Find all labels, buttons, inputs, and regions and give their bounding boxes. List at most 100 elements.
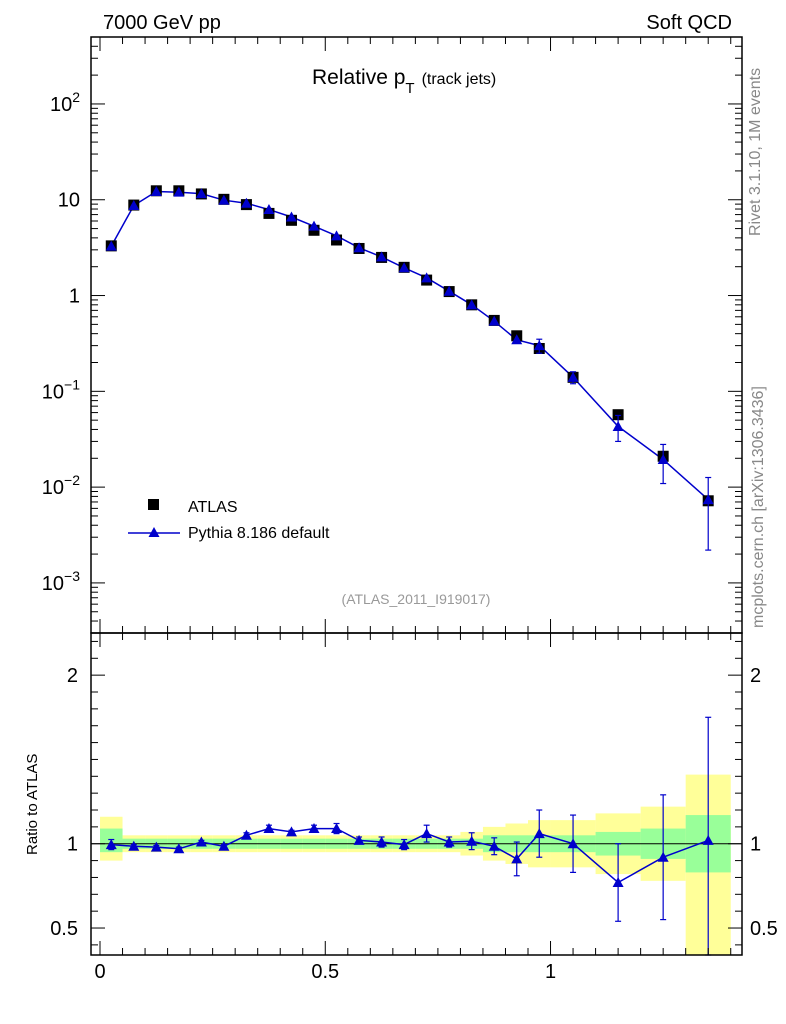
main-y-tick-label: 1 bbox=[69, 286, 80, 308]
legend: ATLAS Pythia 8.186 default bbox=[128, 499, 330, 542]
pythia-point bbox=[173, 186, 185, 197]
ratio-point bbox=[353, 834, 365, 845]
ratio-point bbox=[376, 836, 388, 847]
ratio-x-tick-label: 1 bbox=[545, 961, 556, 983]
pythia-point bbox=[488, 315, 500, 326]
main-plot-area bbox=[105, 185, 714, 551]
legend-label-pythia: Pythia 8.186 default bbox=[188, 525, 330, 542]
ratio-point bbox=[240, 829, 252, 840]
main-y-tick-exponent: −3 bbox=[64, 568, 80, 584]
pythia-point bbox=[331, 230, 343, 241]
ratio-point bbox=[105, 839, 117, 850]
plot-title: Relative pT (track jets) bbox=[312, 66, 496, 97]
ratio-y-tick-label-right: 0.5 bbox=[750, 918, 778, 940]
ratio-x-tick-label: 0 bbox=[94, 961, 105, 983]
ratio-axes: 0 0.5 1 0.5 0.5 1 1 2 2 bbox=[50, 633, 778, 983]
main-x-ticks bbox=[99, 37, 732, 633]
ratio-point bbox=[173, 843, 185, 854]
main-y-tick-label: 10−2 bbox=[42, 472, 80, 499]
main-y-tick-exponent: 2 bbox=[72, 89, 80, 105]
ratio-y-tick-label-left: 1 bbox=[67, 834, 78, 856]
main-y-tick-base: 10 bbox=[42, 477, 64, 499]
ratio-panel: 0 0.5 1 0.5 0.5 1 1 2 2 Ratio to ATLAS bbox=[24, 632, 778, 983]
ratio-point bbox=[285, 826, 297, 837]
legend-label-atlas: ATLAS bbox=[188, 499, 238, 516]
ratio-point bbox=[150, 841, 162, 852]
pythia-point bbox=[612, 420, 624, 431]
pythia-point bbox=[128, 200, 140, 211]
main-y-tick-base: 10 bbox=[58, 190, 80, 212]
ratio-point bbox=[511, 853, 523, 864]
pythia-point bbox=[657, 454, 669, 465]
pythia-point bbox=[567, 371, 579, 382]
ratio-y-axis-label: Ratio to ATLAS bbox=[24, 754, 41, 855]
ratio-x-tick-label: 0.5 bbox=[311, 961, 339, 983]
process-label: Soft QCD bbox=[646, 12, 732, 34]
legend-marker-pythia bbox=[148, 527, 160, 537]
legend-marker-atlas bbox=[148, 499, 159, 510]
ratio-point bbox=[657, 851, 669, 862]
main-y-tick-label: 10−3 bbox=[42, 568, 80, 595]
ratio-y-tick-label-left: 2 bbox=[67, 665, 78, 687]
ratio-point bbox=[421, 828, 433, 839]
pythia-point bbox=[466, 299, 478, 310]
ratio-point bbox=[218, 840, 230, 851]
title-main: Relative p bbox=[312, 66, 405, 89]
main-y-tick-base: 10 bbox=[50, 94, 72, 116]
title-subscript: T bbox=[405, 80, 414, 97]
ratio-point bbox=[567, 838, 579, 849]
pythia-point bbox=[443, 285, 455, 296]
pythia-point bbox=[353, 242, 365, 253]
analysis-tag: (ATLAS_2011_I919017) bbox=[342, 591, 491, 607]
ratio-y-tick-label-left: 0.5 bbox=[50, 918, 78, 940]
ratio-point bbox=[128, 840, 140, 851]
pythia-point bbox=[105, 240, 117, 251]
atlas-point bbox=[612, 409, 624, 421]
main-y-tick-base: 10 bbox=[42, 381, 64, 403]
pythia-point bbox=[511, 334, 523, 345]
main-y-tick-base: 1 bbox=[69, 286, 80, 308]
ratio-line bbox=[111, 827, 709, 884]
ratio-point bbox=[398, 839, 410, 850]
ratio-frame bbox=[90, 632, 743, 956]
pythia-point bbox=[398, 262, 410, 273]
ratio-point bbox=[702, 834, 714, 845]
ratio-point bbox=[308, 823, 320, 834]
rivet-version-label: Rivet 3.1.10, 1M events bbox=[747, 68, 764, 236]
pythia-point bbox=[533, 340, 545, 351]
main-y-tick-label: 10−1 bbox=[42, 376, 80, 403]
pythia-point bbox=[421, 272, 433, 283]
pythia-point bbox=[150, 185, 162, 196]
pythia-point bbox=[308, 220, 320, 231]
ratio-point bbox=[488, 840, 500, 851]
ratio-plot-area bbox=[91, 716, 742, 956]
ratio-point bbox=[466, 835, 478, 846]
ratio-y-tick-label-right: 1 bbox=[750, 834, 761, 856]
ratio-point bbox=[533, 828, 545, 839]
main-y-tick-base: 10 bbox=[42, 573, 64, 595]
pythia-point bbox=[195, 188, 207, 199]
ratio-point bbox=[443, 836, 455, 847]
main-frame bbox=[90, 36, 743, 634]
main-y-tick-exponent: −2 bbox=[64, 472, 80, 488]
ratio-point bbox=[195, 836, 207, 847]
main-y-tick-label: 10 bbox=[58, 190, 80, 212]
pythia-point bbox=[240, 197, 252, 208]
ratio-point bbox=[263, 823, 275, 834]
collision-label: 7000 GeV pp bbox=[103, 12, 221, 34]
mcplots-source-label: mcplots.cern.ch [arXiv:1306.3436] bbox=[750, 386, 767, 628]
ratio-point bbox=[331, 823, 343, 834]
main-y-tick-label: 102 bbox=[50, 89, 80, 116]
pythia-point bbox=[218, 194, 230, 205]
ratio-point bbox=[612, 877, 624, 888]
ratio-y-tick-label-right: 2 bbox=[750, 665, 761, 687]
pythia-line bbox=[110, 190, 709, 501]
pythia-point bbox=[263, 204, 275, 215]
pythia-point bbox=[376, 251, 388, 262]
main-y-tick-exponent: −1 bbox=[64, 376, 80, 392]
pythia-point bbox=[285, 211, 297, 222]
title-extra: (track jets) bbox=[422, 71, 497, 88]
